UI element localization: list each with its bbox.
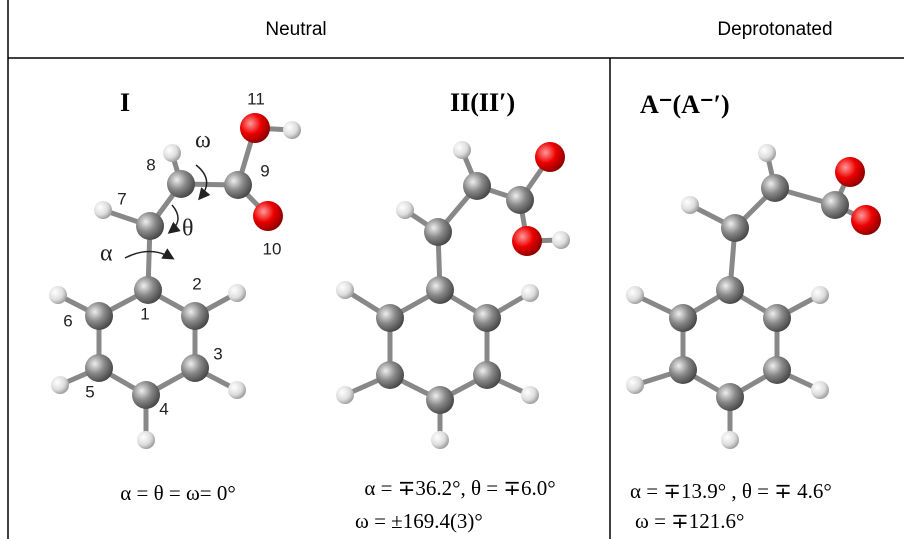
atom-C: [132, 381, 160, 409]
atom-C: [506, 186, 534, 214]
atom-H: [228, 284, 246, 302]
atom-number: 4: [159, 399, 168, 418]
angle-label: α: [100, 241, 113, 267]
atom-C: [136, 212, 164, 240]
atom-H: [283, 121, 301, 139]
caption: α = ∓13.9° , θ = ∓ 4.6°: [630, 479, 832, 503]
atom-C: [426, 276, 454, 304]
atom-C: [224, 171, 252, 199]
atom-H: [94, 201, 112, 219]
atom-O: [535, 142, 565, 172]
atom-H: [552, 231, 570, 249]
atom-H: [811, 381, 829, 399]
header-neutral: Neutral: [265, 19, 326, 40]
atom-C: [716, 383, 744, 411]
caption: ω = ±169.4(3)°: [355, 509, 483, 533]
atom-number: 8: [146, 155, 155, 174]
atom-number: 5: [85, 382, 94, 401]
atom-C: [85, 302, 113, 330]
atom-C: [716, 276, 744, 304]
atom-C: [376, 361, 404, 389]
atom-H: [453, 141, 471, 159]
atom-O: [253, 201, 283, 231]
atom-H: [758, 144, 776, 162]
angle-label: θ: [182, 216, 194, 242]
atom-O: [240, 113, 270, 143]
caption: ω = ∓121.6°: [635, 509, 744, 533]
atom-C: [473, 361, 501, 389]
frame: [8, 0, 904, 539]
atom-number: 11: [247, 89, 265, 108]
atom-H: [228, 381, 246, 399]
atom-number: 3: [213, 344, 222, 363]
atom-H: [163, 144, 181, 162]
atom-number: 2: [192, 274, 201, 293]
atom-O: [512, 226, 542, 256]
atom-C: [763, 356, 791, 384]
atom-C: [761, 174, 789, 202]
rotation-arrows: [125, 165, 207, 258]
atom-H: [431, 431, 449, 449]
atom-C: [669, 304, 697, 332]
atom-number: 9: [260, 161, 269, 180]
panel-label: II(II′): [450, 88, 515, 117]
atom-H: [521, 386, 539, 404]
atom-H: [626, 286, 644, 304]
atom-C: [424, 218, 452, 246]
atom-H: [336, 386, 354, 404]
angle-label: ω: [195, 128, 211, 154]
atom-C: [376, 304, 404, 332]
atom-C: [821, 191, 849, 219]
molecules: [49, 113, 881, 449]
atom-C: [763, 304, 791, 332]
atom-number: 6: [63, 311, 72, 330]
caption: α = ∓36.2°, θ = ∓6.0°: [364, 476, 555, 500]
atom-H: [137, 431, 155, 449]
atom-H: [681, 196, 699, 214]
atom-C: [473, 304, 501, 332]
figure: Neutral Deprotonated I II(II′) A⁻(A⁻′) 1…: [0, 0, 904, 539]
caption: α = θ = ω= 0°: [120, 481, 236, 505]
atom-O: [835, 157, 865, 187]
atom-C: [463, 172, 491, 200]
atom-C: [721, 214, 749, 242]
atom-H: [49, 286, 67, 304]
atom-C: [669, 356, 697, 384]
atom-H: [336, 281, 354, 299]
atom-H: [721, 431, 739, 449]
panel-label: A⁻(A⁻′): [640, 90, 730, 119]
atom-O: [851, 205, 881, 235]
atom-number: 7: [117, 189, 126, 208]
atom-number: 1: [140, 304, 149, 323]
atom-H: [521, 284, 539, 302]
atom-C: [134, 276, 162, 304]
panel-label: I: [120, 88, 130, 117]
atom-H: [811, 286, 829, 304]
atom-C: [181, 354, 209, 382]
atom-H: [51, 376, 69, 394]
atom-C: [426, 386, 454, 414]
atom-number: 10: [263, 239, 282, 258]
header-deprotonated: Deprotonated: [717, 19, 832, 40]
atom-H: [396, 201, 414, 219]
atom-H: [626, 376, 644, 394]
atom-C: [181, 302, 209, 330]
atom-C: [167, 170, 195, 198]
atom-C: [85, 354, 113, 382]
